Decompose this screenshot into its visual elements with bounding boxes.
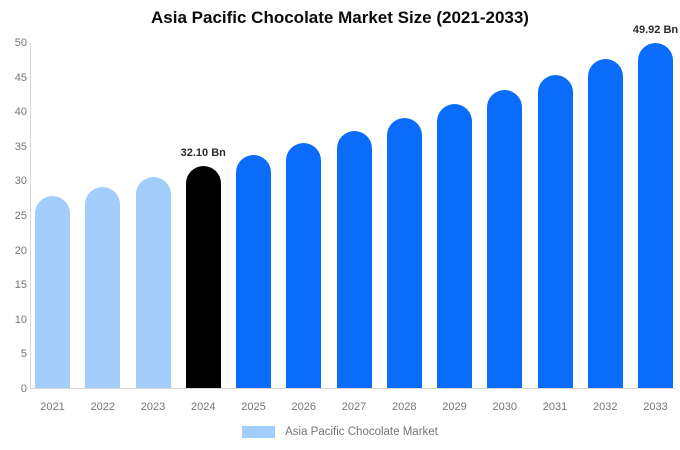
bar-2021[interactable] xyxy=(35,196,70,388)
legend-swatch[interactable] xyxy=(242,426,276,438)
y-tick-label-5: 5 xyxy=(20,348,27,361)
chart-title: Asia Pacific Chocolate Market Size (2021… xyxy=(151,8,529,27)
x-tick-label-2033: 2033 xyxy=(643,401,668,413)
x-tick-label-2025: 2025 xyxy=(241,401,266,413)
x-tick-label-2021: 2021 xyxy=(40,401,65,413)
legend[interactable]: Asia Pacific Chocolate Market xyxy=(0,426,680,438)
bar-2023[interactable] xyxy=(135,176,171,388)
x-tick-label-2027: 2027 xyxy=(341,401,367,413)
x-tick-label-2022: 2022 xyxy=(90,401,115,413)
bar-2026[interactable] xyxy=(286,143,322,388)
bar-2033[interactable] xyxy=(638,42,673,388)
y-tick-label-30: 30 xyxy=(14,175,27,188)
bar-2030[interactable] xyxy=(487,89,523,388)
x-tick-label-2026: 2026 xyxy=(291,401,316,413)
y-tick-label-20: 20 xyxy=(14,244,27,257)
x-tick-label-2030: 2030 xyxy=(492,401,517,413)
bar-2027[interactable] xyxy=(336,130,372,388)
x-tick-label-2024: 2024 xyxy=(191,401,216,413)
plot-area: 0 5 10 15 20 25 30 35 40 45 50 2021 2022 2023 2024 2025… xyxy=(15,24,678,413)
bar-2028[interactable] xyxy=(386,117,422,388)
bar-2025[interactable] xyxy=(236,154,271,388)
bar-2032[interactable] xyxy=(587,59,623,388)
y-tick-label-45: 45 xyxy=(14,71,27,84)
bar-2022[interactable] xyxy=(85,186,121,388)
bar-2024[interactable] xyxy=(185,165,221,388)
y-tick-label-10: 10 xyxy=(14,313,27,326)
x-tick-label-2029: 2029 xyxy=(442,401,467,413)
bar-2031[interactable] xyxy=(537,75,573,388)
y-tick-label-15: 15 xyxy=(14,279,27,292)
y-tick-label-35: 35 xyxy=(14,140,27,153)
y-tick-label-50: 50 xyxy=(14,37,27,49)
y-tick-label-40: 40 xyxy=(14,106,27,119)
x-tick-label-2023: 2023 xyxy=(140,401,166,413)
annotation-2024: 32.10 Bn xyxy=(180,146,226,159)
y-tick-label-25: 25 xyxy=(14,210,27,222)
legend-label: Asia Pacific Chocolate Market xyxy=(285,426,438,438)
bar-2029[interactable] xyxy=(437,104,472,388)
x-tick-label-2028: 2028 xyxy=(392,401,417,413)
y-tick-label-0: 0 xyxy=(20,383,27,395)
annotation-2033: 49.92 Bn xyxy=(632,23,679,36)
x-tick-label-2032: 2032 xyxy=(593,401,618,413)
x-tick-label-2031: 2031 xyxy=(542,401,568,413)
